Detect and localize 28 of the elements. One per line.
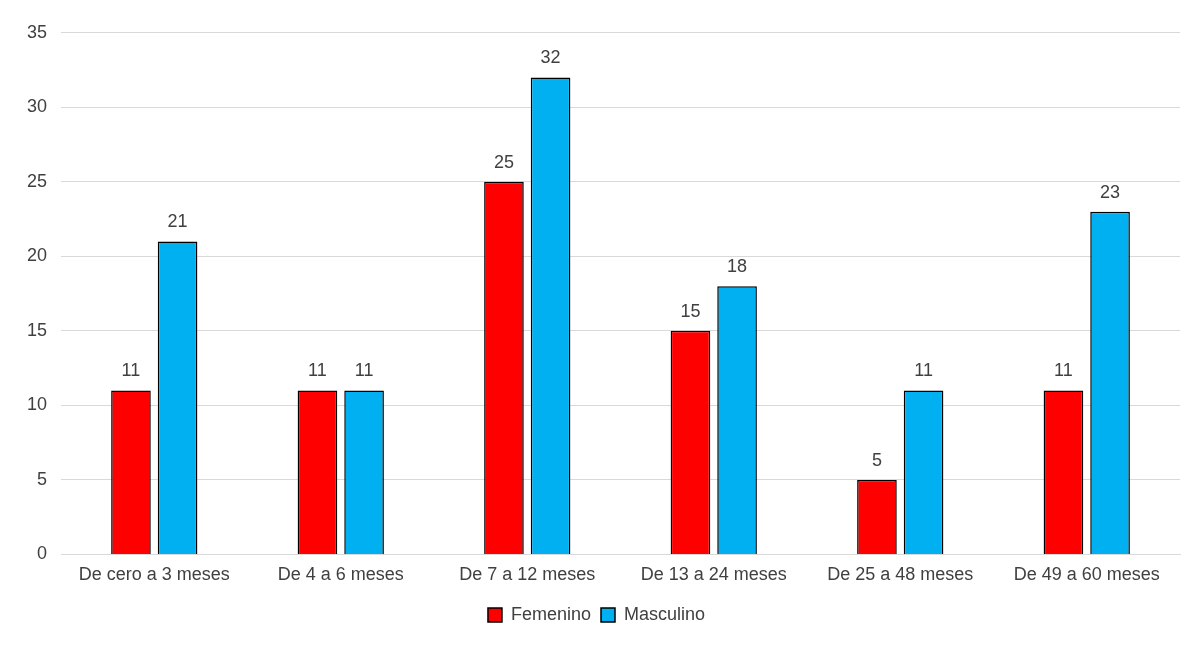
x-tick-label: De 7 a 12 meses (459, 564, 596, 585)
x-tick-label: De 4 a 6 meses (277, 564, 404, 585)
y-tick-label: 30 (26, 96, 48, 117)
y-tick-label: 20 (26, 245, 48, 266)
data-label: 11 (354, 360, 374, 381)
x-tick-label: De 49 a 60 meses (1013, 564, 1160, 585)
data-label: 11 (308, 360, 327, 381)
x-tick-label: De 25 a 48 meses (827, 564, 974, 585)
y-tick-label: 25 (26, 170, 48, 191)
data-label: 18 (727, 256, 748, 277)
data-label: 5 (871, 449, 882, 470)
legend-label: Masculino (624, 603, 706, 624)
data-label: 25 (493, 151, 514, 172)
y-tick-label: 15 (26, 319, 48, 340)
y-tick-label: 0 (37, 543, 48, 564)
data-label: 23 (1100, 181, 1121, 202)
y-tick-label: 10 (26, 394, 48, 415)
data-label: 32 (540, 47, 561, 68)
data-label: 21 (167, 211, 188, 232)
y-tick-label: 35 (26, 21, 48, 42)
data-label: 11 (121, 360, 141, 381)
data-label: 11 (914, 360, 933, 381)
data-label: 11 (1054, 360, 1073, 381)
x-tick-label: De cero a 3 meses (78, 564, 230, 585)
y-tick-label: 5 (37, 468, 48, 489)
x-tick-label: De 13 a 24 meses (640, 564, 787, 585)
legend-label: Femenino (510, 603, 592, 624)
data-label: 15 (680, 300, 701, 321)
